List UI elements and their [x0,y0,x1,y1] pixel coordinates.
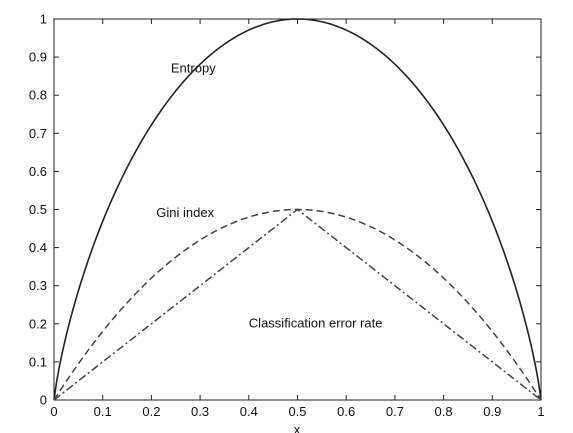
y-tick-label: 1 [40,12,47,27]
y-tick-label: 0 [40,393,47,408]
curve-annotations: Entropy Gini index Classification error ra… [156,60,382,330]
x-tick-label: 0 [50,404,57,419]
y-tick-label: 0.6 [29,164,47,179]
x-tick-label: 0.6 [337,404,355,419]
x-tick-label: 0.5 [288,404,306,419]
gini-index-label: Gini index [156,205,214,220]
y-tick-label: 0.2 [29,316,47,331]
y-tick-label: 0.1 [29,354,47,369]
y-tick-label: 0.7 [29,126,47,141]
entropy-label: Entropy [171,60,216,75]
y-tick-label: 0.3 [29,278,47,293]
x-tick-label: 0.8 [435,404,453,419]
classification-error-label: Classification error rate [249,316,383,331]
classification-error-curve [53,208,542,401]
x-tick-label: 0.9 [483,404,501,419]
x-tick-label: 0.1 [94,404,112,419]
y-tick-label: 0.4 [29,240,47,255]
y-tick-label: 0.9 [29,50,47,65]
x-tick-label: 0.3 [191,404,209,419]
x-tick-label: 1 [537,404,544,419]
y-tick-label: 0.5 [29,202,47,217]
x-tick-label: 0.7 [386,404,404,419]
entropy-curve [53,18,542,401]
axis-ticks: 0 0.1 0.2 0.3 0.4 0.5 0.6 0.7 0.8 0.9 1 0 0.1 0.2 0.3 0… [29,12,545,420]
y-tick-label: 0.8 [29,88,47,103]
series-lines [53,18,542,401]
x-tick-label: 0.2 [142,404,160,419]
x-axis-clipped-label: x [294,422,301,433]
x-tick-label: 0.4 [240,404,258,419]
